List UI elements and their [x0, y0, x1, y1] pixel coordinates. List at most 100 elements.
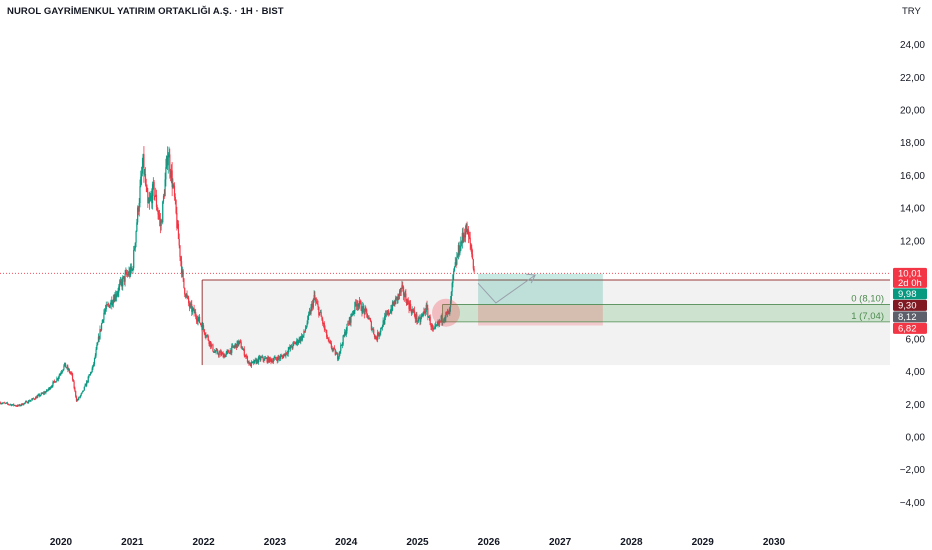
candle-body [98, 336, 100, 339]
candle-body [447, 310, 449, 313]
candle-body [145, 184, 147, 188]
candle-body [276, 359, 278, 362]
candle-body [431, 325, 433, 328]
candle-body [24, 402, 26, 404]
candle-body [380, 327, 382, 333]
candle-body [315, 301, 318, 303]
candle-body [326, 330, 328, 338]
candle-body [441, 315, 443, 322]
candle-body [446, 312, 448, 314]
candle-body [187, 296, 189, 298]
candle-body [67, 366, 69, 370]
candle-body [421, 314, 423, 316]
candle-body [6, 402, 9, 404]
candle-body [411, 309, 413, 314]
candle-body [325, 329, 327, 331]
candle-body [192, 308, 194, 310]
candle-body [216, 350, 218, 351]
candle-body [30, 400, 32, 401]
candle-body [292, 342, 294, 348]
candle-body [16, 405, 18, 407]
candle-body [116, 293, 118, 296]
candle-body [290, 345, 292, 348]
candle-body [69, 372, 71, 374]
candle-body [137, 207, 139, 223]
candle-body [351, 313, 353, 315]
candle-body [300, 336, 302, 342]
candle-body [348, 323, 350, 325]
candle-body [356, 303, 358, 307]
candle-body [104, 309, 107, 312]
candle-body [222, 352, 224, 358]
candle-body [424, 311, 427, 314]
candle-body [304, 330, 306, 332]
candle-body [190, 304, 192, 305]
candle-body [297, 341, 300, 344]
candle-body [295, 342, 297, 345]
candle-body [90, 372, 92, 373]
candle-body [87, 376, 89, 382]
candle-body [400, 288, 402, 293]
candle-body [75, 396, 78, 401]
candle-body [311, 303, 314, 308]
price-badge-value: 6,82 [898, 323, 917, 334]
candle-body [426, 304, 428, 309]
candle-body [250, 362, 252, 367]
candle-body [351, 314, 354, 316]
candle-body [395, 297, 397, 305]
candle-body [46, 389, 48, 392]
candle-body [265, 358, 267, 359]
candle-body [198, 316, 200, 319]
candle-body [144, 173, 146, 175]
candle-body [342, 335, 344, 345]
candle-body [232, 345, 234, 347]
candle-body [165, 167, 167, 180]
candle-body [409, 303, 412, 310]
candle-body [144, 173, 147, 185]
candle-body [168, 154, 170, 158]
candle-body [82, 390, 84, 393]
candle-body [151, 195, 153, 204]
candle-body [461, 232, 463, 244]
candle-body [195, 312, 197, 317]
candle-body [209, 341, 212, 347]
candle-body [173, 184, 175, 186]
candle-body [404, 293, 406, 297]
candle-body [217, 353, 220, 356]
candle-body [99, 329, 101, 339]
candle-body [236, 340, 238, 348]
candle-body [86, 381, 89, 382]
candle-body [177, 223, 180, 239]
candle-body [345, 330, 347, 335]
candle-body [31, 399, 33, 401]
candle-body [446, 312, 449, 313]
candle-body [140, 176, 142, 187]
fib-zone [442, 304, 890, 322]
candle-body [80, 393, 82, 396]
candle-body [289, 345, 292, 349]
candle-body [329, 341, 331, 343]
candle-body [339, 350, 341, 353]
candle-body [463, 235, 465, 238]
candle-body [315, 299, 317, 302]
candle-body [84, 384, 86, 387]
price-badge [893, 288, 927, 300]
candle-body [201, 325, 203, 330]
candle-body [96, 345, 98, 350]
candle-body [243, 348, 245, 356]
projection-arrowhead [526, 273, 536, 284]
candle-body [147, 192, 149, 204]
candle-body [49, 387, 52, 390]
candle-body [465, 223, 467, 232]
candle-body [391, 308, 393, 311]
candle-body [146, 187, 148, 193]
y-tick-label: −4,00 [900, 498, 926, 509]
candle-body [286, 353, 289, 355]
candle-body [405, 293, 407, 302]
candle-body [213, 351, 215, 353]
projection-path [477, 274, 536, 304]
candle-body [460, 241, 463, 244]
candle-body [194, 312, 196, 314]
candle-body [363, 309, 365, 315]
